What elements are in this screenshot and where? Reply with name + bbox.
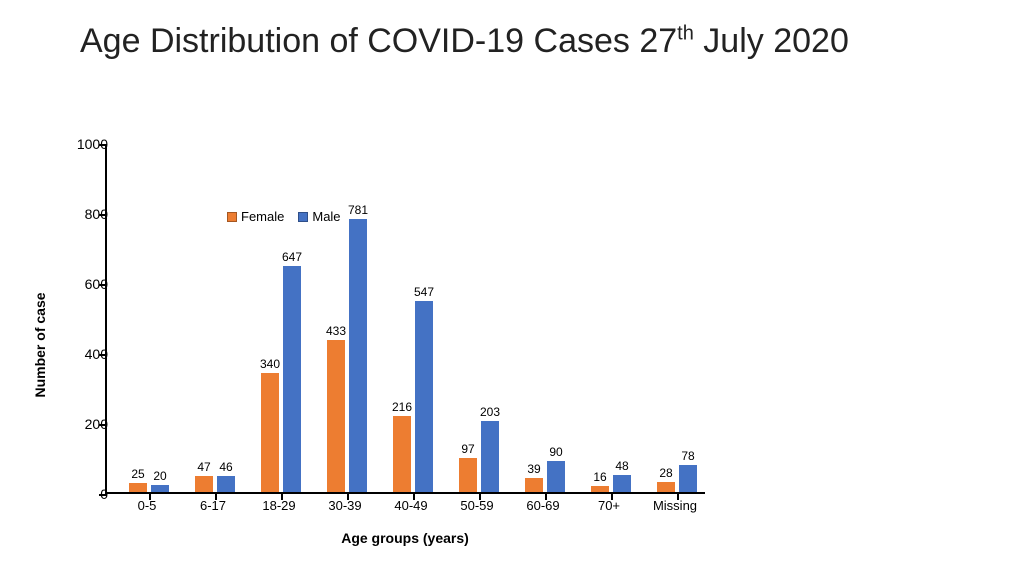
bar-female (261, 373, 279, 492)
bar-value-label: 433 (326, 324, 346, 338)
bar-female (657, 482, 675, 492)
chart-title: Age Distribution of COVID-19 Cases 27th … (80, 20, 984, 63)
bar-value-label: 781 (348, 203, 368, 217)
chart-container: Number of case Female Male 2520474634064… (40, 140, 720, 550)
x-tick-label: 60-69 (526, 498, 559, 513)
title-sup: th (677, 23, 694, 45)
bar-value-label: 28 (659, 466, 672, 480)
bar-male (415, 301, 433, 492)
x-tick-label: 40-49 (394, 498, 427, 513)
legend-swatch-female (227, 212, 237, 222)
y-tick-label: 600 (58, 276, 108, 292)
x-tick-label: Missing (653, 498, 697, 513)
bar-female (591, 486, 609, 492)
bar-female (525, 478, 543, 492)
bar-value-label: 16 (593, 470, 606, 484)
y-tick-label: 200 (58, 416, 108, 432)
x-tick-label: 30-39 (328, 498, 361, 513)
bar-female (393, 416, 411, 492)
bar-male (217, 476, 235, 492)
y-axis-label: Number of case (32, 292, 48, 397)
bar-value-label: 647 (282, 250, 302, 264)
x-tick-label: 0-5 (138, 498, 157, 513)
x-tick-label: 70+ (598, 498, 620, 513)
bar-male (547, 461, 565, 493)
bar-value-label: 46 (219, 460, 232, 474)
y-tick-label: 800 (58, 206, 108, 222)
bar-male (481, 421, 499, 492)
bar-value-label: 90 (549, 445, 562, 459)
legend-item-female: Female (227, 208, 284, 224)
legend: Female Male (227, 208, 341, 224)
bar-female (327, 340, 345, 492)
x-axis-label: Age groups (years) (105, 530, 705, 546)
y-tick-label: 400 (58, 346, 108, 362)
bar-value-label: 340 (260, 357, 280, 371)
bar-value-label: 25 (131, 467, 144, 481)
bar-female (195, 476, 213, 492)
bar-male (283, 266, 301, 492)
bar-male (349, 219, 367, 492)
bar-value-label: 39 (527, 462, 540, 476)
y-tick-label: 0 (58, 486, 108, 502)
x-tick-label: 50-59 (460, 498, 493, 513)
x-tick-label: 6-17 (200, 498, 226, 513)
bar-value-label: 47 (197, 460, 210, 474)
legend-item-male: Male (298, 208, 340, 224)
bar-value-label: 48 (615, 459, 628, 473)
title-text-1: Age Distribution of COVID-19 Cases 27 (80, 22, 677, 60)
plot-area: Female Male 25 20 47 46 340 647 433 781 216 547 97… (105, 144, 705, 494)
bar-male (679, 465, 697, 492)
bar-value-label: 547 (414, 285, 434, 299)
bar-value-label: 78 (681, 449, 694, 463)
bar-female (459, 458, 477, 492)
bar-value-label: 216 (392, 400, 412, 414)
legend-label-female: Female (241, 209, 284, 224)
legend-label-male: Male (312, 209, 340, 224)
bar-male (613, 475, 631, 492)
title-text-2: July 2020 (694, 22, 849, 60)
bar-female (129, 483, 147, 492)
y-tick-label: 1000 (58, 136, 108, 152)
legend-swatch-male (298, 212, 308, 222)
x-tick-label: 18-29 (262, 498, 295, 513)
bar-male (151, 485, 169, 492)
bar-value-label: 97 (461, 442, 474, 456)
bar-value-label: 203 (480, 405, 500, 419)
bar-value-label: 20 (153, 469, 166, 483)
